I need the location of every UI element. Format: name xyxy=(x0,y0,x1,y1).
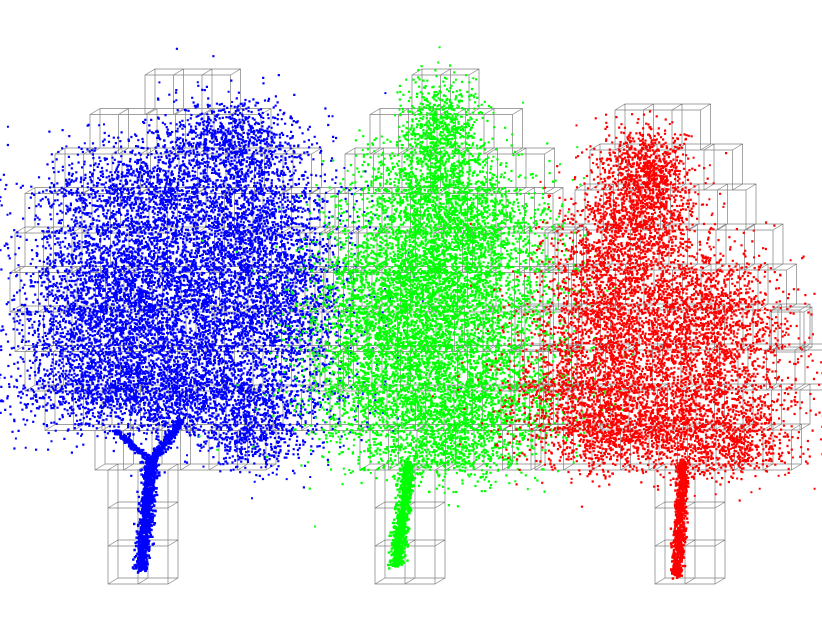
tree-green xyxy=(198,46,642,570)
tree-blue xyxy=(0,47,481,574)
tree-blue-points xyxy=(0,47,481,574)
tree-green-points xyxy=(198,46,642,570)
tree-red xyxy=(432,110,822,580)
tree-red-points xyxy=(432,110,822,580)
